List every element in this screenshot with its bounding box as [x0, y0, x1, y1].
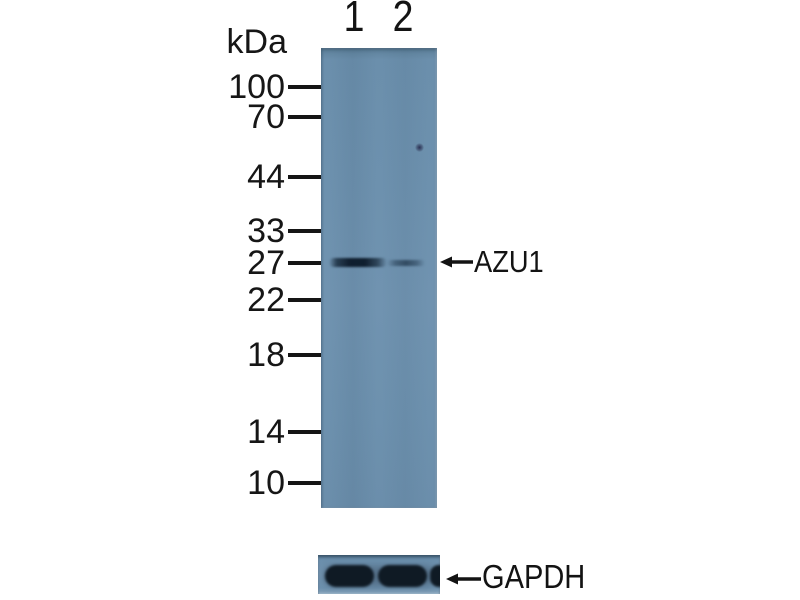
- marker-label: 22: [247, 281, 285, 319]
- blot-membrane: [321, 48, 437, 508]
- gapdh-arrow-left-icon: [445, 571, 481, 587]
- marker-tick: [288, 430, 321, 434]
- marker-tick: [288, 229, 321, 233]
- membrane-artifact-speck: [415, 143, 424, 152]
- marker-tick: [288, 175, 321, 179]
- ladder-marker-70: 70: [170, 97, 321, 137]
- marker-tick: [288, 298, 321, 302]
- gapdh-band-lane-2: [378, 565, 427, 587]
- lane-2-streak: [381, 48, 429, 508]
- target-band-label: AZU1: [474, 244, 544, 279]
- marker-label: 70: [247, 98, 285, 136]
- gapdh-band-edge: [430, 565, 440, 587]
- gapdh-band-lane-1: [325, 565, 374, 587]
- marker-label: 44: [247, 158, 285, 196]
- ladder-marker-22: 22: [170, 280, 321, 320]
- lane-2-label: 2: [392, 0, 414, 41]
- marker-label: 27: [247, 244, 285, 282]
- lane-1-streak: [329, 48, 377, 508]
- lane-1-label: 1: [343, 0, 365, 41]
- azu1-band-lane-2: [387, 260, 425, 266]
- ladder-marker-44: 44: [170, 157, 321, 197]
- loading-control-strip: [318, 555, 440, 594]
- marker-tick: [288, 85, 321, 89]
- ladder-marker-27: 27: [170, 243, 321, 283]
- marker-tick: [288, 261, 321, 265]
- marker-label: 100: [228, 68, 285, 106]
- ladder-marker-14: 14: [170, 412, 321, 452]
- kda-unit-label: kDa: [226, 23, 287, 61]
- marker-label: 14: [247, 413, 285, 451]
- marker-label: 10: [247, 464, 285, 502]
- ladder-marker-100: 100: [170, 67, 321, 107]
- azu1-band-lane-1: [329, 258, 387, 267]
- marker-label: 18: [247, 336, 285, 374]
- azu1-arrow-left-icon: [439, 254, 473, 270]
- ladder-marker-18: 18: [170, 335, 321, 375]
- marker-tick: [288, 115, 321, 119]
- marker-label: 33: [247, 212, 285, 250]
- marker-tick: [288, 353, 321, 357]
- ladder-marker-10: 10: [170, 463, 321, 503]
- loading-control-label: GAPDH: [482, 558, 586, 595]
- ladder-marker-33: 33: [170, 211, 321, 251]
- marker-tick: [288, 481, 321, 485]
